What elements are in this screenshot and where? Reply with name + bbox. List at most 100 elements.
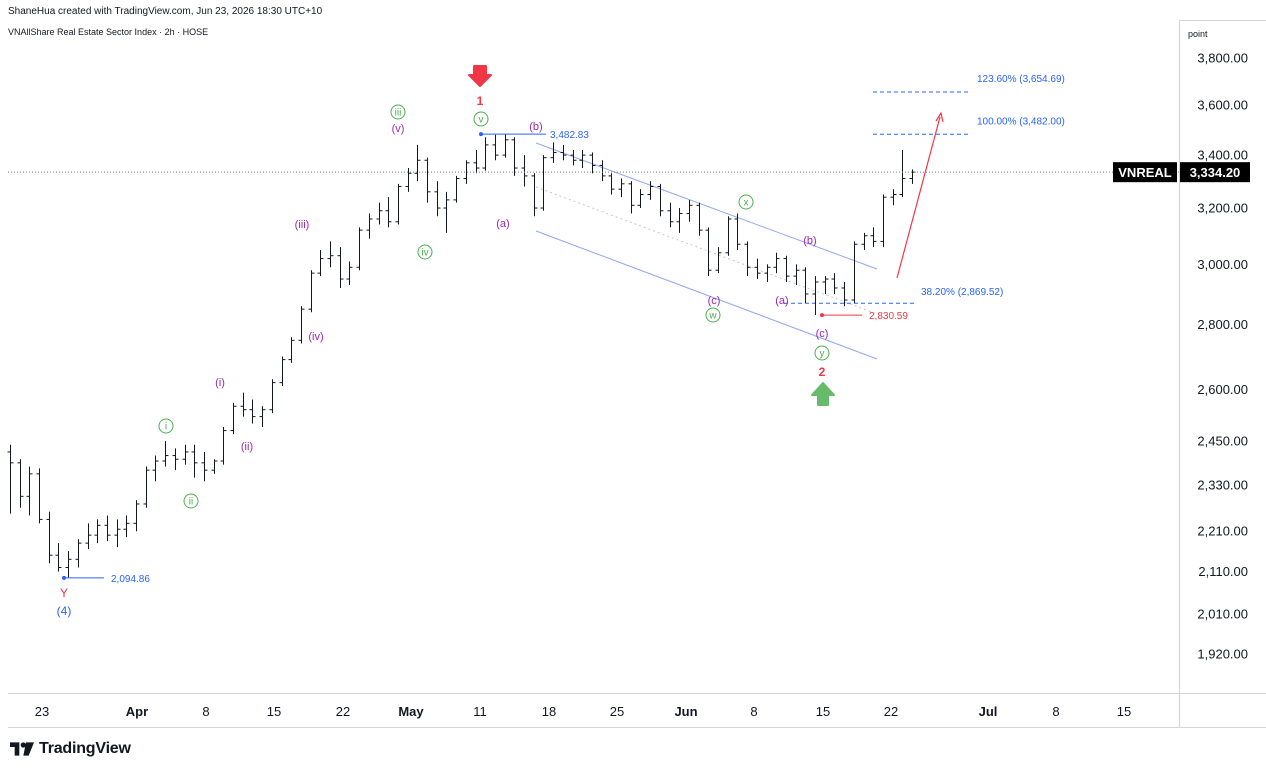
ohlc-bar <box>327 241 334 268</box>
ohlc-bar <box>104 515 111 542</box>
time-tick-label: 8 <box>750 704 757 719</box>
price-tick-label: 2,210.00 <box>1197 524 1248 539</box>
time-tick-label: 15 <box>816 704 830 719</box>
ohlc-bar <box>376 202 383 225</box>
wave-label-2: 2 <box>819 365 826 379</box>
ohlc-bar <box>172 448 179 471</box>
channel-mid-line[interactable] <box>535 186 878 315</box>
symbol-tag: VNREAL <box>1118 165 1172 180</box>
ohlc-bar <box>463 160 470 184</box>
price-tick-label: 2,010.00 <box>1197 607 1248 622</box>
price-axis[interactable]: 3,800.00 3,600.00 3,400.00 3,200.00 3,000.00… <box>1197 51 1248 662</box>
down-arrow-icon <box>468 65 492 87</box>
time-tick-label: Jul <box>979 704 998 719</box>
ohlc-bar <box>618 178 625 198</box>
time-tick-label: 25 <box>610 704 624 719</box>
ohlc-bar <box>870 227 877 248</box>
ohlc-bar <box>812 276 819 315</box>
price-tick-label: 2,110.00 <box>1198 564 1248 579</box>
ohlc-bar <box>337 247 344 288</box>
price-tick-label: 2,800.00 <box>1197 317 1248 332</box>
ohlc-bar <box>7 444 14 514</box>
wave-label-sub: (iii) <box>295 219 310 231</box>
ohlc-bar <box>414 144 421 182</box>
ohlc-bar <box>696 202 703 236</box>
ohlc-bar <box>405 168 412 192</box>
ohlc-bar <box>637 189 644 209</box>
price-marks[interactable]: 3,482.83 2,094.86 2,830.59 <box>62 130 908 585</box>
fib-level-label: 100.00% (3,482.00) <box>977 116 1065 127</box>
wave-label-circled-v: v <box>479 115 484 126</box>
time-tick-label: 15 <box>1117 704 1131 719</box>
ohlc-bar <box>560 144 567 161</box>
ohlc-bar <box>75 539 82 568</box>
fibonacci-extension[interactable]: 123.60% (3,654.69) 100.00% (3,482.00) 38.2… <box>784 74 1065 304</box>
ohlc-bar <box>540 155 547 211</box>
ohlc-bar <box>841 282 848 307</box>
wave-label-sub: (c) <box>708 295 721 307</box>
time-axis[interactable]: 23 Apr 8 15 22 May 11 18 25 Jun 8 15 22 Jul 8 15 <box>35 704 1131 719</box>
ohlc-bar <box>880 194 887 248</box>
time-tick-label: 15 <box>267 704 281 719</box>
low-mark-label: 2,094.86 <box>111 574 150 585</box>
price-tick-label: 3,600.00 <box>1197 98 1248 113</box>
projection-arrow-head <box>935 111 944 123</box>
wave-label-circled-w-circle <box>705 307 721 323</box>
ohlc-bar <box>667 202 674 228</box>
ohlc-bar <box>851 241 858 304</box>
ohlc-bar <box>473 149 480 174</box>
ohlc-bar <box>279 356 286 386</box>
time-tick-label: 11 <box>473 704 487 719</box>
wave-label-sub: (ii) <box>241 441 253 453</box>
low-mark-dot <box>62 575 66 580</box>
ohlc-bar <box>783 255 790 283</box>
trend-channel[interactable] <box>535 142 878 360</box>
wave-label-circled-iii: iii <box>395 108 402 119</box>
ohlc-bar <box>589 152 596 174</box>
time-tick-label: 23 <box>35 704 49 719</box>
time-tick-label: 22 <box>884 704 898 719</box>
channel-lower-line[interactable] <box>535 230 878 360</box>
ohlc-bar <box>249 399 256 424</box>
price-tick-label: 3,800.00 <box>1197 51 1248 66</box>
ohlc-bar <box>793 264 800 285</box>
projection-arrow-line <box>896 116 941 279</box>
price-tick-label: 3,200.00 <box>1197 201 1248 216</box>
ohlc-bar <box>26 466 33 516</box>
ohlc-bar <box>502 134 509 158</box>
ohlc-bar <box>123 515 130 538</box>
wave-label-circled-ii-circle <box>183 493 199 509</box>
wave-label-sub: (i) <box>215 377 225 389</box>
wave-label-circled-w: w <box>708 311 717 322</box>
price-tick-label: 2,450.00 <box>1197 434 1248 449</box>
price-tick-label: 2,330.00 <box>1197 478 1248 493</box>
tradingview-logo[interactable]: TradingView <box>10 740 131 758</box>
ohlc-bar <box>657 183 664 217</box>
ohlc-bar <box>240 392 247 417</box>
ohlc-bar <box>734 213 741 250</box>
wave-labels: Y(4)12iiiiiiivvwxy(i)(ii)(iii)(iv)(v)(a)… <box>57 94 830 618</box>
ohlc-bar <box>55 543 62 572</box>
time-tick-label: 22 <box>336 704 350 719</box>
ohlc-bar <box>201 451 208 482</box>
ohlc-bar <box>773 252 780 274</box>
time-tick-label: May <box>398 704 424 719</box>
ohlc-bar <box>705 227 712 277</box>
ohlc-bar <box>482 137 489 171</box>
ohlc-bar <box>346 261 353 285</box>
ohlc-bar <box>647 181 654 200</box>
ohlc-bar <box>531 173 538 217</box>
ohlc-bar <box>822 276 829 294</box>
wave-label-circled-ii: ii <box>189 497 193 508</box>
price-tick-label: 3,400.00 <box>1197 148 1248 163</box>
ohlc-bar <box>288 337 295 363</box>
symbol-info[interactable]: VNAllShare Real Estate Sector Index · 2h… <box>8 27 209 37</box>
fib-level-label: 123.60% (3,654.69) <box>977 74 1065 85</box>
wave-label-sub: (b) <box>529 121 542 133</box>
wave-label-circled-y: y <box>820 349 825 360</box>
wave-label-circled-y-circle <box>814 345 830 361</box>
price-tick-label: 2,600.00 <box>1197 382 1248 397</box>
ohlc-bar <box>46 511 53 564</box>
ohlc-bar <box>628 181 635 214</box>
